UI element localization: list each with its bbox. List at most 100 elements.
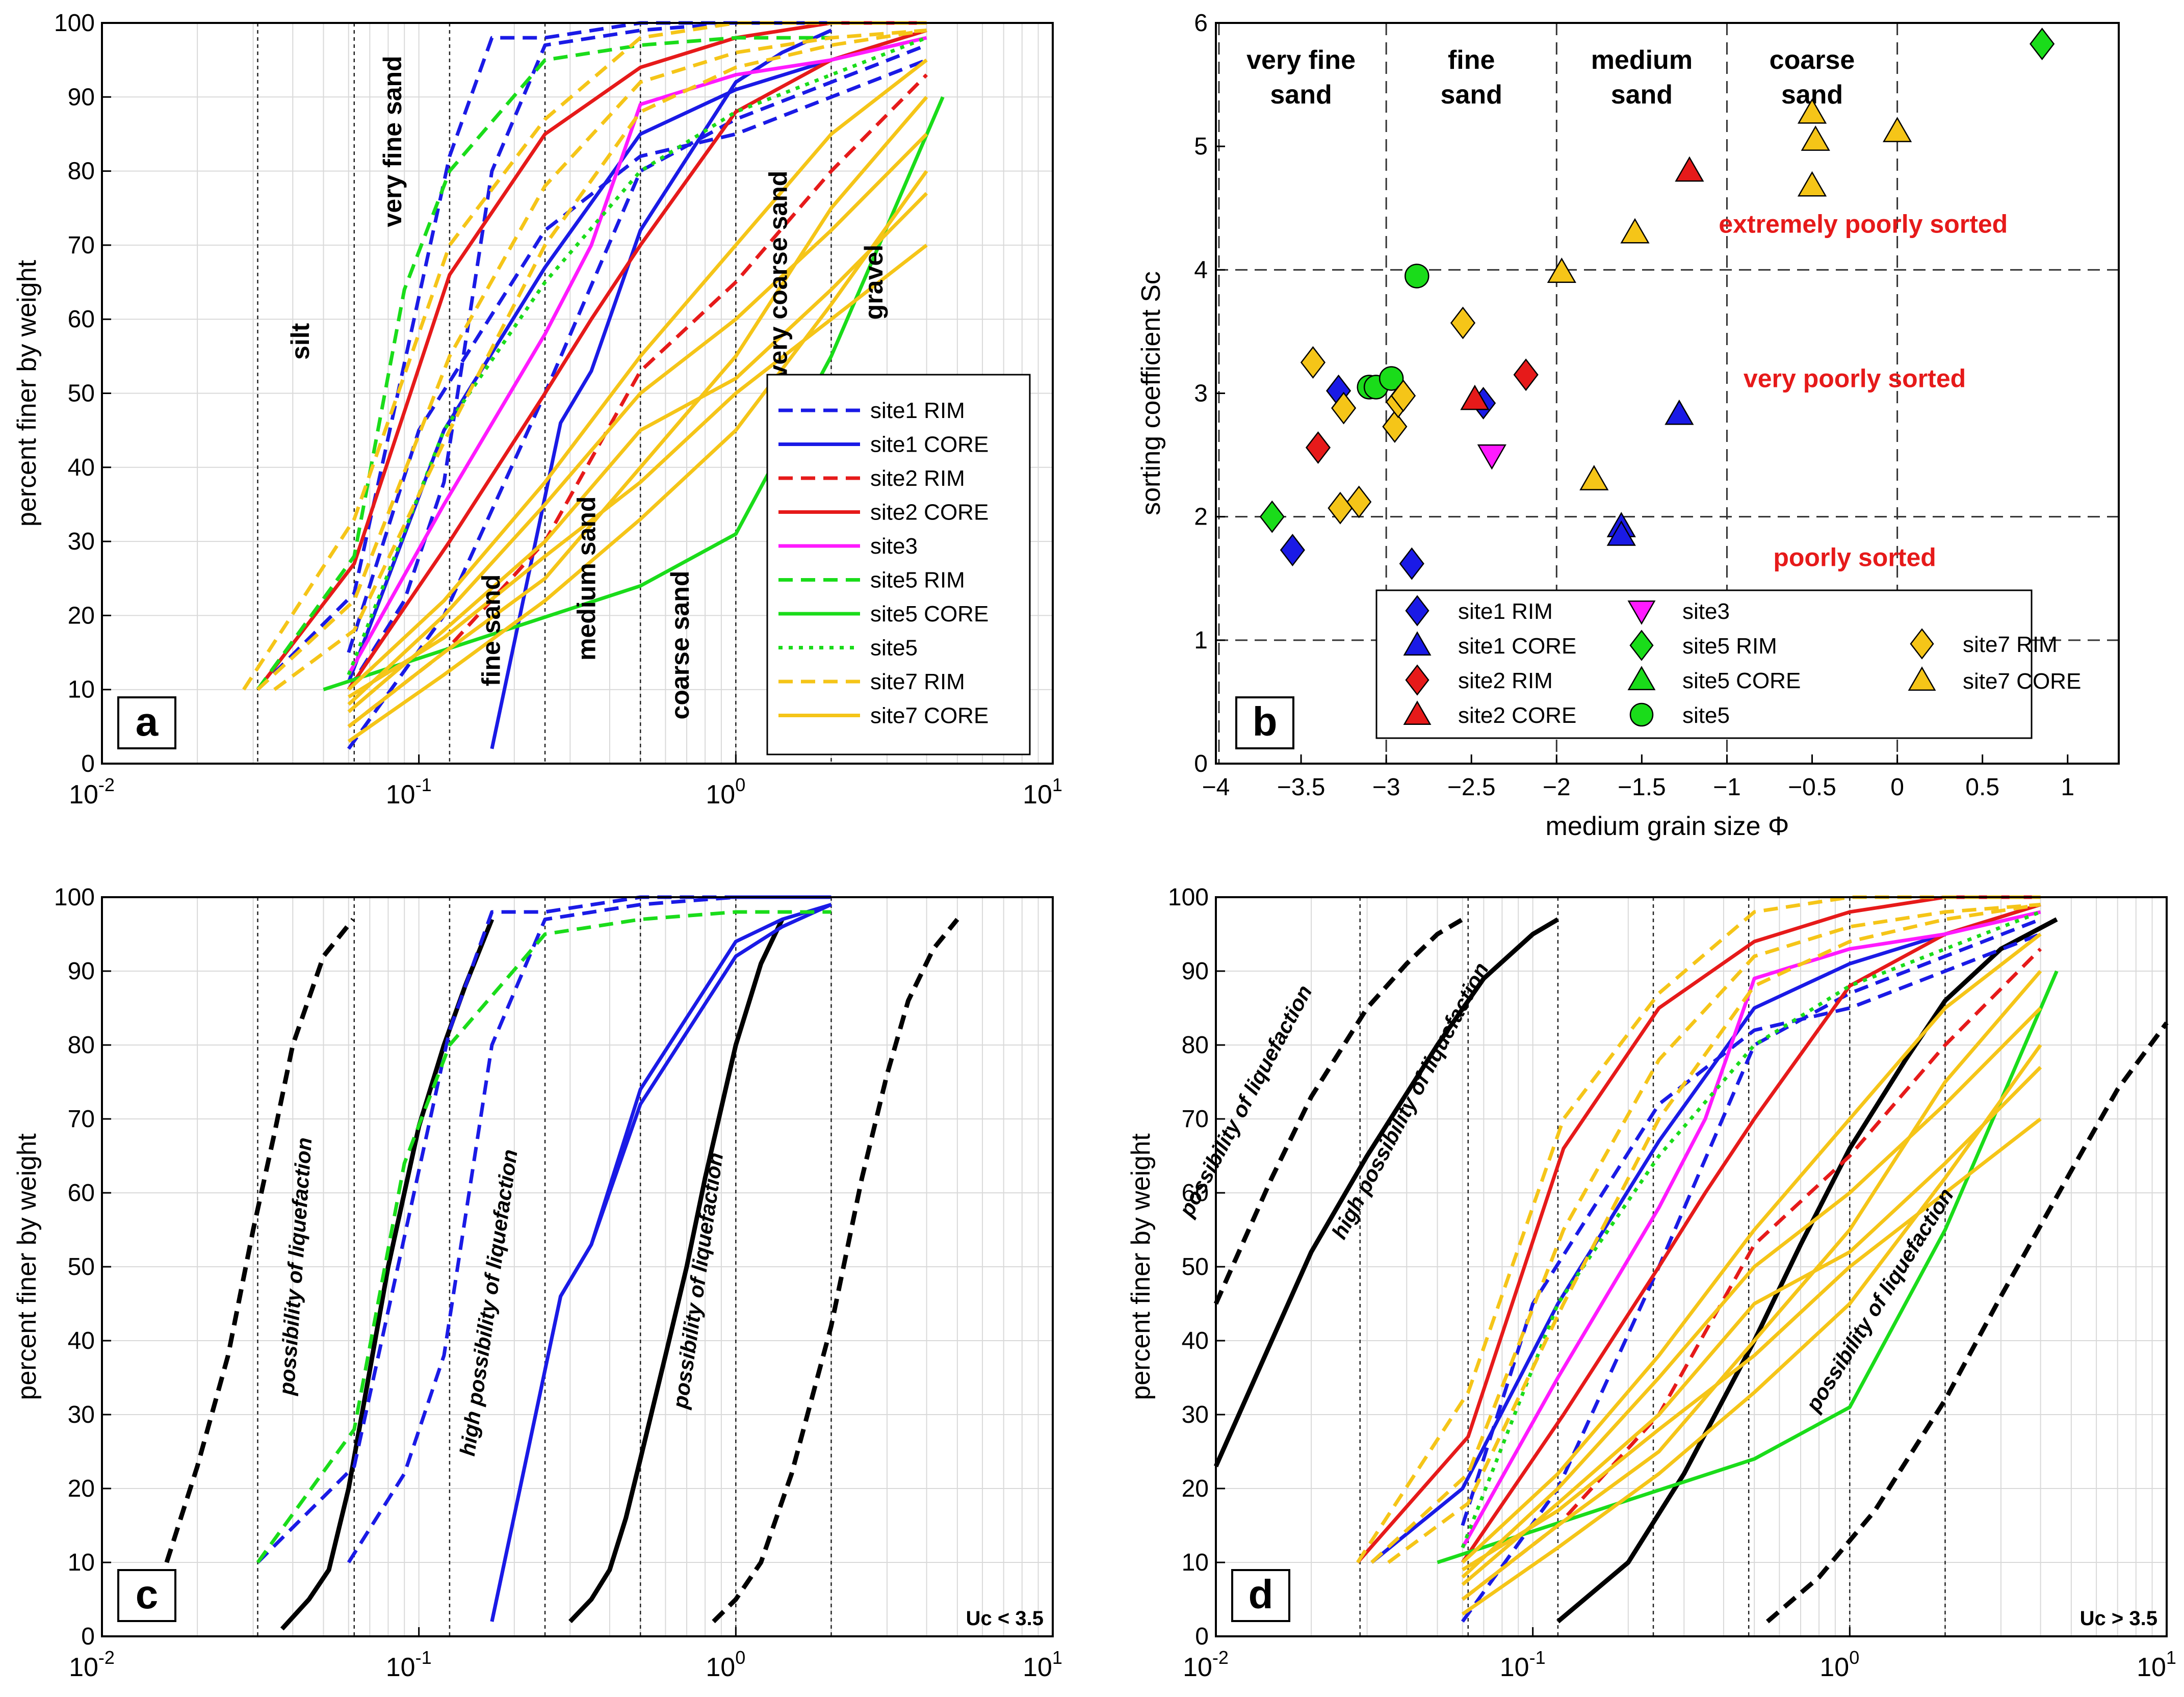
scatter-points bbox=[1259, 28, 2055, 580]
y-tick-label: 20 bbox=[68, 602, 95, 629]
x-tick-base: 10 bbox=[69, 780, 98, 810]
series-line-site2-core bbox=[1356, 895, 2041, 1564]
legend-label: site1 RIM bbox=[870, 398, 965, 423]
legend-label: site2 CORE bbox=[1458, 703, 1576, 728]
y-tick-label: 100 bbox=[54, 10, 95, 37]
x-tick-label: 101 bbox=[2137, 1647, 2176, 1682]
series-group bbox=[164, 895, 959, 1631]
y-tick-label: 60 bbox=[1182, 1180, 1209, 1207]
y-tick-label: 0 bbox=[81, 750, 95, 777]
legend-marker bbox=[1908, 666, 1936, 691]
x-tick-exponent: -2 bbox=[98, 1647, 115, 1668]
series-line-site2-core bbox=[1461, 903, 2041, 1563]
data-point bbox=[1328, 491, 1353, 525]
series-line-boundary bbox=[280, 918, 495, 1631]
series-line-boundary bbox=[1556, 917, 2058, 1624]
data-point bbox=[1606, 520, 1636, 546]
x-tick-label: −3.5 bbox=[1277, 774, 1325, 801]
data-point bbox=[1331, 391, 1357, 425]
legend-item: site5 RIM bbox=[778, 568, 965, 593]
legend-label: site7 CORE bbox=[870, 703, 989, 728]
data-point bbox=[1797, 171, 1827, 197]
y-tick-label: 2 bbox=[1194, 504, 1208, 531]
x-tick-label: −2 bbox=[1543, 774, 1571, 801]
legend-item: site5 CORE bbox=[778, 602, 989, 626]
series-line-site1-rim bbox=[347, 58, 927, 654]
series-line-site7-rim bbox=[1370, 903, 2041, 1564]
legend-label: site5 CORE bbox=[870, 602, 989, 626]
data-point bbox=[1259, 500, 1285, 533]
series-line-site7-core bbox=[1461, 1066, 2042, 1586]
data-point bbox=[1547, 257, 1576, 283]
legend-label: site5 bbox=[1682, 703, 1730, 728]
series-line-site2-core bbox=[256, 21, 927, 691]
y-tick-label: 10 bbox=[68, 676, 95, 703]
data-point bbox=[1300, 346, 1326, 379]
legend-label: site3 bbox=[1682, 599, 1730, 624]
data-point bbox=[1665, 399, 1694, 425]
series-line-site7-core bbox=[1461, 970, 2042, 1601]
y-tick-label: 10 bbox=[68, 1549, 95, 1576]
grain-class-label: sand bbox=[1441, 80, 1502, 110]
legend-label: site5 bbox=[870, 636, 918, 661]
y-axis-label: percent finer by weight bbox=[12, 1133, 42, 1400]
series-line-site7-core bbox=[1461, 1007, 2042, 1579]
sorting-class-label: very poorly sorted bbox=[1744, 364, 1966, 393]
y-tick-label: 3 bbox=[1194, 380, 1208, 407]
y-tick-label: 90 bbox=[68, 84, 95, 111]
legend-item: site1 CORE bbox=[1403, 631, 1576, 659]
panel-label: b bbox=[1253, 699, 1278, 744]
legend-marker bbox=[1629, 702, 1654, 727]
x-tick-label: 101 bbox=[1023, 774, 1062, 810]
grain-class-label: very fine bbox=[1246, 45, 1356, 75]
legend-label: site7 RIM bbox=[870, 669, 965, 694]
series-line-site7-core bbox=[347, 192, 928, 713]
series-line-site5-rim bbox=[256, 910, 831, 1564]
y-tick-label: 60 bbox=[68, 306, 95, 333]
legend-item: site2 CORE bbox=[778, 500, 989, 525]
x-tick-base: 10 bbox=[1183, 1653, 1212, 1682]
x-tick-exponent: 0 bbox=[1849, 1647, 1859, 1668]
data-point bbox=[1675, 156, 1704, 182]
data-point bbox=[1477, 444, 1506, 470]
legend-marker bbox=[1629, 630, 1654, 661]
panel-c: possibility of liquefaction high possibil… bbox=[12, 884, 1062, 1682]
legend-label: site2 RIM bbox=[870, 466, 965, 491]
x-tick-exponent: 0 bbox=[735, 1647, 745, 1668]
x-tick-label: −4 bbox=[1202, 774, 1230, 801]
y-tick-label: 90 bbox=[1182, 958, 1209, 985]
series-line-boundary bbox=[568, 918, 785, 1624]
x-tick-label: −2.5 bbox=[1447, 774, 1496, 801]
y-tick-label: 70 bbox=[68, 1106, 95, 1133]
series-line-site3 bbox=[347, 36, 927, 676]
x-tick-exponent: -1 bbox=[415, 774, 432, 795]
series-group bbox=[242, 21, 945, 750]
y-tick-label: 20 bbox=[1182, 1475, 1209, 1502]
legend-item: site1 RIM bbox=[778, 398, 965, 423]
data-point bbox=[1797, 98, 1827, 124]
x-tick-label: 100 bbox=[1819, 1647, 1859, 1682]
data-point bbox=[1620, 218, 1650, 244]
data-point bbox=[1513, 358, 1539, 391]
legend-marker bbox=[1627, 601, 1656, 625]
legend-marker bbox=[1403, 631, 1432, 656]
series-line-site7-core bbox=[1461, 1043, 2042, 1616]
panel-label: d bbox=[1249, 1572, 1273, 1617]
y-tick-label: 30 bbox=[68, 1401, 95, 1428]
series-line-site7-core bbox=[347, 58, 928, 691]
x-tick-label: −0.5 bbox=[1788, 774, 1836, 801]
series-line-site5-core bbox=[1437, 970, 2059, 1564]
x-tick-label: 10-2 bbox=[69, 774, 115, 810]
series-line-site7-core bbox=[347, 170, 928, 743]
legend-item: site7 CORE bbox=[1908, 666, 2081, 694]
uniformity-note: Uc < 3.5 bbox=[966, 1607, 1044, 1630]
panel-label: c bbox=[136, 1572, 159, 1617]
grain-class-label: very coarse sand bbox=[764, 171, 793, 379]
y-axis-label: percent finer by weight bbox=[1126, 1133, 1156, 1400]
y-tick-label: 50 bbox=[68, 1254, 95, 1281]
y-tick-label: 0 bbox=[1194, 750, 1208, 777]
x-tick-label: 10-2 bbox=[1183, 1647, 1229, 1682]
series-line-site7-core bbox=[1461, 1117, 2042, 1572]
legend-item: site3 bbox=[778, 534, 918, 559]
